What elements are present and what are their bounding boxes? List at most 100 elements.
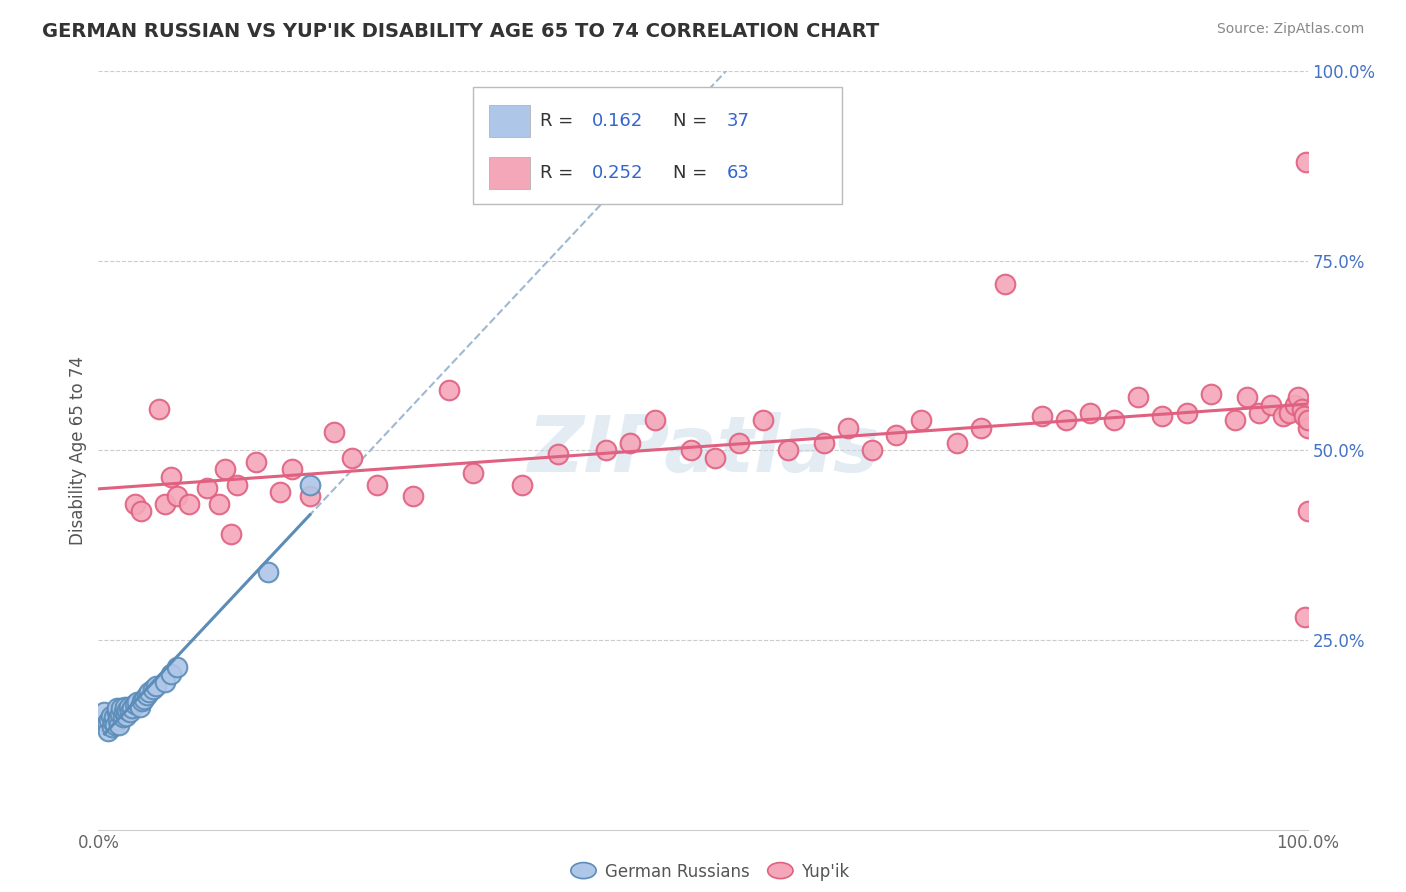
Point	[299, 489, 322, 503]
Point	[118, 705, 141, 719]
Point	[1199, 386, 1222, 401]
Point	[117, 703, 139, 717]
Point	[1152, 409, 1174, 424]
Point	[214, 462, 236, 476]
Point	[1272, 409, 1295, 424]
Point	[127, 695, 149, 709]
Point	[1175, 405, 1198, 420]
Point	[595, 443, 617, 458]
Point	[704, 451, 727, 466]
Y-axis label: Disability Age 65 to 74: Disability Age 65 to 74	[69, 356, 87, 545]
Point	[112, 705, 135, 719]
Point	[148, 401, 170, 416]
Point	[1031, 409, 1053, 424]
Point	[105, 701, 128, 715]
Point	[366, 477, 388, 491]
Point	[1249, 405, 1271, 420]
Point	[118, 699, 141, 714]
Point	[402, 489, 425, 503]
Point	[269, 485, 291, 500]
Point	[105, 705, 128, 719]
Point	[138, 684, 160, 698]
Point	[142, 682, 165, 697]
Text: 0.252: 0.252	[592, 164, 644, 182]
Text: GERMAN RUSSIAN VS YUP'IK DISABILITY AGE 65 TO 74 CORRELATION CHART: GERMAN RUSSIAN VS YUP'IK DISABILITY AGE …	[42, 22, 879, 41]
Point	[131, 694, 153, 708]
Point	[98, 713, 121, 727]
Point	[153, 496, 176, 510]
Point	[114, 699, 136, 714]
Point	[1296, 421, 1319, 435]
Point	[1295, 155, 1317, 169]
FancyBboxPatch shape	[474, 87, 842, 204]
Point	[245, 455, 267, 469]
Point	[101, 714, 124, 729]
Point	[135, 688, 157, 702]
Point	[679, 443, 702, 458]
Point	[1284, 398, 1306, 412]
Point	[97, 724, 120, 739]
Text: Yup'ik: Yup'ik	[801, 863, 849, 881]
Point	[281, 462, 304, 476]
Point	[104, 718, 127, 732]
Point	[195, 482, 218, 496]
Text: Source: ZipAtlas.com: Source: ZipAtlas.com	[1216, 22, 1364, 37]
Point	[1102, 413, 1125, 427]
Point	[813, 436, 835, 450]
Point	[323, 425, 346, 439]
Point	[837, 421, 859, 435]
Point	[1128, 391, 1150, 405]
FancyBboxPatch shape	[489, 157, 530, 189]
Point	[1291, 401, 1313, 416]
Point	[910, 413, 932, 427]
Text: R =: R =	[540, 164, 579, 182]
Point	[160, 470, 183, 484]
Point	[103, 710, 125, 724]
Point	[1078, 405, 1101, 420]
Point	[160, 667, 183, 681]
Point	[1286, 391, 1309, 405]
Point	[970, 421, 993, 435]
Point	[1296, 504, 1319, 518]
Point	[145, 678, 167, 692]
Point	[100, 720, 122, 734]
Text: German Russians: German Russians	[605, 863, 749, 881]
Text: R =: R =	[540, 112, 579, 130]
Point	[110, 701, 132, 715]
Text: N =: N =	[672, 112, 713, 130]
Point	[547, 447, 569, 461]
Point	[208, 496, 231, 510]
Point	[728, 436, 751, 450]
Point	[128, 699, 150, 714]
Point	[179, 496, 201, 510]
Point	[1292, 409, 1315, 424]
Point	[107, 713, 129, 727]
Point	[124, 698, 146, 712]
Point	[129, 504, 152, 518]
Point	[153, 674, 176, 689]
Point	[124, 496, 146, 510]
Point	[221, 526, 243, 541]
Point	[437, 383, 460, 397]
Point	[108, 718, 131, 732]
Point	[860, 443, 883, 458]
Point	[299, 477, 322, 491]
Point	[134, 692, 156, 706]
Point	[619, 436, 641, 450]
Point	[108, 707, 131, 722]
Point	[1294, 610, 1316, 624]
Text: 37: 37	[727, 112, 751, 130]
Point	[776, 443, 799, 458]
Point	[96, 716, 118, 731]
Point	[111, 710, 134, 724]
Point	[946, 436, 969, 450]
Text: 63: 63	[727, 164, 749, 182]
Point	[1054, 413, 1077, 427]
Point	[1223, 413, 1246, 427]
Point	[256, 565, 278, 579]
Point	[166, 489, 188, 503]
Point	[166, 659, 188, 673]
Point	[93, 705, 115, 719]
Point	[1260, 398, 1282, 412]
Text: N =: N =	[672, 164, 713, 182]
